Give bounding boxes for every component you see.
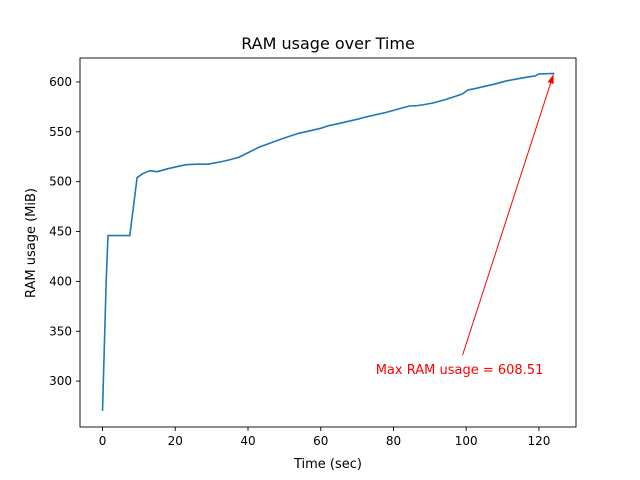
- y-tick-label: 400: [49, 274, 72, 288]
- x-tick-label: 40: [240, 434, 255, 448]
- y-tick-label: 300: [49, 374, 72, 388]
- series-line-0: [101, 72, 555, 411]
- y-tick-label: 350: [49, 324, 72, 338]
- y-tick-label: 500: [49, 175, 72, 189]
- y-axis-label: RAM usage (MiB): [24, 188, 39, 298]
- y-tick-label: 550: [49, 125, 72, 139]
- annotation-label: Max RAM usage = 608.51: [376, 363, 544, 378]
- plot-area: 0 20 40 60 80 100 120 300 350 400 450 500 550 600 Max …: [49, 57, 577, 448]
- x-tick-label: 80: [386, 434, 401, 448]
- y-tick-label: 450: [49, 225, 72, 239]
- x-tick-label: 120: [527, 434, 550, 448]
- x-axis-label: Time (sec): [293, 457, 362, 472]
- annotation-arrow-line: [462, 74, 554, 356]
- annotation-arrow-head: [547, 74, 554, 84]
- x-tick-label: 100: [455, 434, 478, 448]
- x-tick-label: 20: [168, 434, 183, 448]
- y-tick-label: 600: [49, 75, 72, 89]
- x-tick-label: 0: [99, 434, 107, 448]
- axes-frame: [79, 57, 577, 428]
- chart-title: RAM usage over Time: [241, 34, 415, 53]
- x-tick-label: 60: [313, 434, 328, 448]
